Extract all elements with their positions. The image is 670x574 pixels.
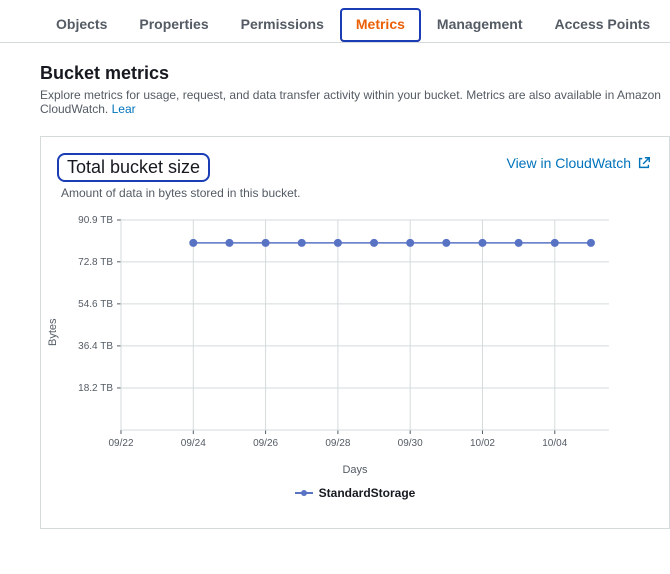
tab-management[interactable]: Management — [421, 8, 539, 42]
tab-permissions[interactable]: Permissions — [225, 8, 340, 42]
tabs-bar: ObjectsPropertiesPermissionsMetricsManag… — [0, 0, 670, 43]
svg-text:36.4 TB: 36.4 TB — [78, 341, 113, 352]
line-chart: 90.9 TB 72.8 TB 54.6 TB 36.4 TB 18.2 TB 09/22… — [59, 210, 619, 460]
legend-marker — [295, 488, 313, 498]
svg-text:10/02: 10/02 — [470, 438, 495, 449]
view-in-cloudwatch-link[interactable]: View in CloudWatch — [506, 155, 651, 171]
card-title: Total bucket size — [59, 155, 208, 180]
tab-properties[interactable]: Properties — [123, 8, 224, 42]
chart-area: Bytes 90.9 TB72.8 TB54.6 TB36.4 TB18.2 T… — [59, 210, 651, 510]
tab-objects[interactable]: Objects — [40, 8, 123, 42]
svg-text:54.6 TB: 54.6 TB — [78, 299, 113, 310]
svg-text:09/30: 09/30 — [398, 438, 423, 449]
card-header: Total bucket size Amount of data in byte… — [59, 155, 651, 200]
svg-text:09/26: 09/26 — [253, 438, 278, 449]
svg-text:09/24: 09/24 — [181, 438, 206, 449]
page-description: Explore metrics for usage, request, and … — [40, 88, 670, 116]
view-in-cloudwatch-label: View in CloudWatch — [506, 155, 631, 171]
card-subtitle: Amount of data in bytes stored in this b… — [61, 186, 300, 200]
svg-text:09/28: 09/28 — [325, 438, 350, 449]
page-content: Bucket metrics Explore metrics for usage… — [0, 43, 670, 529]
chart-legend: StandardStorage — [59, 486, 651, 500]
card-title-block: Total bucket size Amount of data in byte… — [59, 155, 300, 200]
svg-text:90.9 TB: 90.9 TB — [78, 215, 113, 226]
tab-metrics[interactable]: Metrics — [340, 8, 421, 42]
tab-access-points[interactable]: Access Points — [538, 8, 666, 42]
svg-text:09/22: 09/22 — [108, 438, 133, 449]
page-title: Bucket metrics — [40, 63, 670, 84]
svg-text:10/04: 10/04 — [542, 438, 567, 449]
y-axis-title: Bytes — [47, 318, 59, 346]
external-link-icon — [637, 156, 651, 170]
metrics-card: Total bucket size Amount of data in byte… — [40, 136, 670, 529]
legend-label: StandardStorage — [319, 486, 416, 500]
svg-text:72.8 TB: 72.8 TB — [78, 257, 113, 268]
x-axis-title: Days — [59, 464, 651, 476]
learn-more-link[interactable]: Lear — [112, 102, 136, 116]
svg-text:18.2 TB: 18.2 TB — [78, 383, 113, 394]
